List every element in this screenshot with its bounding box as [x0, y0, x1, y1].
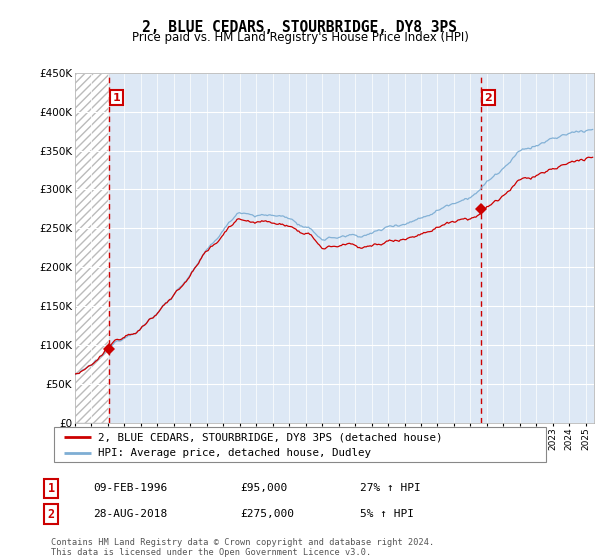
Text: 2: 2	[484, 93, 492, 102]
Text: 27% ↑ HPI: 27% ↑ HPI	[360, 483, 421, 493]
Text: 5% ↑ HPI: 5% ↑ HPI	[360, 509, 414, 519]
Text: 28-AUG-2018: 28-AUG-2018	[93, 509, 167, 519]
Text: 09-FEB-1996: 09-FEB-1996	[93, 483, 167, 493]
Text: £95,000: £95,000	[240, 483, 287, 493]
Text: Contains HM Land Registry data © Crown copyright and database right 2024.
This d: Contains HM Land Registry data © Crown c…	[51, 538, 434, 557]
Text: HPI: Average price, detached house, Dudley: HPI: Average price, detached house, Dudl…	[98, 449, 371, 458]
Text: £275,000: £275,000	[240, 509, 294, 519]
Text: 2, BLUE CEDARS, STOURBRIDGE, DY8 3PS (detached house): 2, BLUE CEDARS, STOURBRIDGE, DY8 3PS (de…	[98, 432, 443, 442]
Text: 1: 1	[113, 93, 121, 102]
Text: 2, BLUE CEDARS, STOURBRIDGE, DY8 3PS: 2, BLUE CEDARS, STOURBRIDGE, DY8 3PS	[143, 20, 458, 35]
Bar	[75, 73, 109, 423]
FancyBboxPatch shape	[54, 427, 546, 462]
Bar	[109, 73, 594, 423]
Text: 1: 1	[47, 482, 55, 495]
Text: 2: 2	[47, 507, 55, 521]
Text: Price paid vs. HM Land Registry's House Price Index (HPI): Price paid vs. HM Land Registry's House …	[131, 31, 469, 44]
